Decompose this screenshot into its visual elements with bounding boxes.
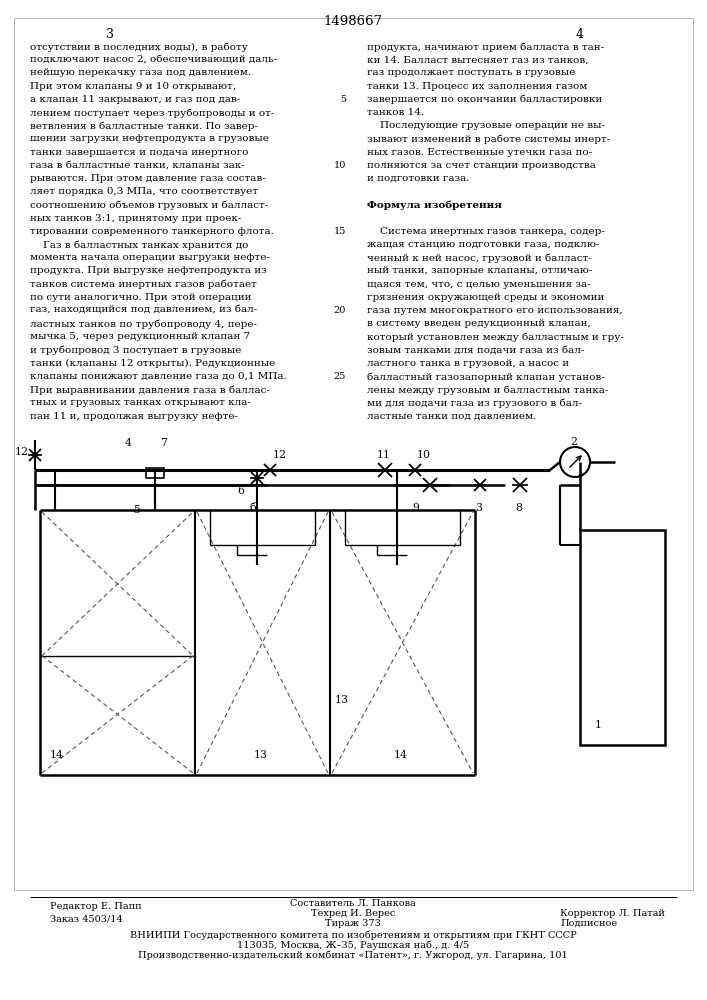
Text: подключают насос 2, обеспечивающий даль-: подключают насос 2, обеспечивающий даль- (30, 55, 277, 64)
Text: зовым танками для подачи газа из бал-: зовым танками для подачи газа из бал- (367, 346, 585, 355)
Text: 10: 10 (334, 161, 346, 170)
Text: газ продолжает поступать в грузовые: газ продолжает поступать в грузовые (367, 68, 575, 77)
Text: 1498667: 1498667 (323, 15, 382, 28)
Text: балластный газозапорный клапан установ-: балластный газозапорный клапан установ- (367, 372, 604, 381)
Text: 14: 14 (394, 750, 408, 760)
Text: газ, находящийся под давлением, из бал-: газ, находящийся под давлением, из бал- (30, 306, 257, 315)
Text: 11: 11 (377, 450, 391, 460)
Text: Корректор Л. Патай: Корректор Л. Патай (560, 909, 665, 918)
Text: клапаны понижают давление газа до 0,1 МПа.: клапаны понижают давление газа до 0,1 МП… (30, 372, 287, 381)
Text: 12: 12 (273, 450, 287, 460)
Text: соотношению объемов грузовых и балласт-: соотношению объемов грузовых и балласт- (30, 200, 268, 210)
Text: Последующие грузовые операции не вы-: Последующие грузовые операции не вы- (367, 121, 605, 130)
Text: танки 13. Процесс их заполнения газом: танки 13. Процесс их заполнения газом (367, 82, 588, 91)
Text: Формула изобретения: Формула изобретения (367, 200, 502, 210)
Bar (14, 18, 693, 890)
Text: 20: 20 (334, 306, 346, 315)
Text: продукта. При выгрузке нефтепродукта из: продукта. При выгрузке нефтепродукта из (30, 266, 267, 275)
Text: Составитель Л. Панкова: Составитель Л. Панкова (290, 899, 416, 908)
Text: а клапан 11 закрывают, и газ под дав-: а клапан 11 закрывают, и газ под дав- (30, 95, 240, 104)
Text: нейшую перекачку газа под давлением.: нейшую перекачку газа под давлением. (30, 68, 251, 77)
Text: Производственно-издательский комбинат «Патент», г. Ужгород, ул. Гагарина, 101: Производственно-издательский комбинат «П… (138, 951, 568, 960)
Text: Техред И. Верес: Техред И. Верес (311, 909, 395, 918)
Text: 4: 4 (576, 28, 584, 41)
Text: танки (клапаны 12 открыты). Редукционные: танки (клапаны 12 открыты). Редукционные (30, 359, 275, 368)
Text: пан 11 и, продолжая выгрузку нефте-: пан 11 и, продолжая выгрузку нефте- (30, 412, 238, 421)
Text: танков 14.: танков 14. (367, 108, 424, 117)
Text: 13: 13 (254, 750, 268, 760)
Text: отсутствии в последних воды), в работу: отсутствии в последних воды), в работу (30, 42, 248, 51)
Text: ный танки, запорные клапаны, отличаю-: ный танки, запорные клапаны, отличаю- (367, 266, 592, 275)
Text: 7: 7 (160, 438, 167, 448)
Text: в систему введен редукционный клапан,: в систему введен редукционный клапан, (367, 319, 591, 328)
Text: 6: 6 (237, 486, 244, 496)
Text: мычка 5, через редукционный клапан 7: мычка 5, через редукционный клапан 7 (30, 332, 250, 341)
Text: ластных танков по трубопроводу 4, пере-: ластных танков по трубопроводу 4, пере- (30, 319, 257, 329)
Text: Газ в балластных танках хранится до: Газ в балластных танках хранится до (30, 240, 248, 249)
Text: Подписное: Подписное (560, 919, 617, 928)
Text: и подготовки газа.: и подготовки газа. (367, 174, 469, 183)
Text: 15: 15 (334, 227, 346, 236)
Text: и трубопровод 3 поступает в грузовые: и трубопровод 3 поступает в грузовые (30, 346, 241, 355)
Text: момента начала операции выгрузки нефте-: момента начала операции выгрузки нефте- (30, 253, 270, 262)
Text: ных танков 3:1, принятому при проек-: ных танков 3:1, принятому при проек- (30, 214, 241, 223)
Text: жащая станцию подготовки газа, подклю-: жащая станцию подготовки газа, подклю- (367, 240, 600, 249)
Text: 25: 25 (334, 372, 346, 381)
Text: При выравнивании давления газа в баллас-: При выравнивании давления газа в баллас- (30, 385, 270, 395)
Text: танков система инертных газов работает: танков система инертных газов работает (30, 280, 257, 289)
Text: рываются. При этом давление газа состав-: рываются. При этом давление газа состав- (30, 174, 266, 183)
Text: щаяся тем, что, с целью уменьшения за-: щаяся тем, что, с целью уменьшения за- (367, 280, 590, 289)
Text: ляет порядка 0,3 МПа, что соответствует: ляет порядка 0,3 МПа, что соответствует (30, 187, 258, 196)
Text: который установлен между балластным и гру-: который установлен между балластным и гр… (367, 332, 624, 342)
Text: 5: 5 (340, 95, 346, 104)
Text: 3: 3 (106, 28, 114, 41)
Text: полняются за счет станции производства: полняются за счет станции производства (367, 161, 596, 170)
Text: Тираж 373: Тираж 373 (325, 919, 381, 928)
Text: 9: 9 (412, 503, 419, 513)
Text: газа путем многократного его использования,: газа путем многократного его использован… (367, 306, 623, 315)
Text: ВНИИПИ Государственного комитета по изобретениям и открытиям при ГКНТ СССР: ВНИИПИ Государственного комитета по изоб… (129, 931, 576, 940)
Text: При этом клапаны 9 и 10 открывают,: При этом клапаны 9 и 10 открывают, (30, 82, 236, 91)
Text: ластного танка в грузовой, а насос и: ластного танка в грузовой, а насос и (367, 359, 569, 368)
Text: ветвления в балластные танки. По завер-: ветвления в балластные танки. По завер- (30, 121, 258, 131)
Text: 8: 8 (515, 503, 522, 513)
Text: Редактор Е. Папп: Редактор Е. Папп (50, 902, 141, 911)
Text: 2: 2 (570, 437, 577, 447)
Text: б: б (249, 503, 255, 513)
Text: ки 14. Балласт вытесняет газ из танков,: ки 14. Балласт вытесняет газ из танков, (367, 55, 588, 64)
Text: грязнения окружающей среды и экономии: грязнения окружающей среды и экономии (367, 293, 604, 302)
Bar (146, 468, 164, 478)
Text: 4: 4 (125, 438, 132, 448)
Text: 5: 5 (133, 505, 140, 515)
Text: тировании современного танкерного флота.: тировании современного танкерного флота. (30, 227, 274, 236)
Text: 113035, Москва, Ж–35, Раушская наб., д. 4/5: 113035, Москва, Ж–35, Раушская наб., д. … (237, 941, 469, 950)
Text: тных и грузовых танках открывают кла-: тных и грузовых танках открывают кла- (30, 398, 251, 407)
Text: ченный к ней насос, грузовой и балласт-: ченный к ней насос, грузовой и балласт- (367, 253, 592, 263)
Text: по сути аналогично. При этой операции: по сути аналогично. При этой операции (30, 293, 252, 302)
Text: ластные танки под давлением.: ластные танки под давлением. (367, 412, 537, 421)
Text: лением поступает через трубопроводы и от-: лением поступает через трубопроводы и от… (30, 108, 274, 117)
Text: 3: 3 (475, 503, 482, 513)
Text: завершается по окончании балластировки: завершается по окончании балластировки (367, 95, 602, 104)
Text: шении загрузки нефтепродукта в грузовые: шении загрузки нефтепродукта в грузовые (30, 134, 269, 143)
Text: зывают изменений в работе системы инерт-: зывают изменений в работе системы инерт- (367, 134, 610, 144)
Text: продукта, начинают прием балласта в тан-: продукта, начинают прием балласта в тан- (367, 42, 604, 51)
Text: газа в балластные танки, клапаны зак-: газа в балластные танки, клапаны зак- (30, 161, 245, 170)
Text: лены между грузовым и балластным танка-: лены между грузовым и балластным танка- (367, 385, 609, 395)
Text: 1: 1 (595, 720, 602, 730)
Bar (580, 530, 665, 745)
Text: 12: 12 (15, 447, 29, 457)
Text: Система инертных газов танкера, содер-: Система инертных газов танкера, содер- (367, 227, 605, 236)
Text: танки завершается и подача инертного: танки завершается и подача инертного (30, 148, 248, 157)
Text: 10: 10 (417, 450, 431, 460)
Text: 14: 14 (50, 750, 64, 760)
Text: ми для подачи газа из грузового в бал-: ми для подачи газа из грузового в бал- (367, 398, 582, 408)
Text: ных газов. Естественные утечки газа по-: ных газов. Естественные утечки газа по- (367, 148, 592, 157)
Text: 13: 13 (335, 695, 349, 705)
Text: Заказ 4503/14: Заказ 4503/14 (50, 914, 123, 923)
